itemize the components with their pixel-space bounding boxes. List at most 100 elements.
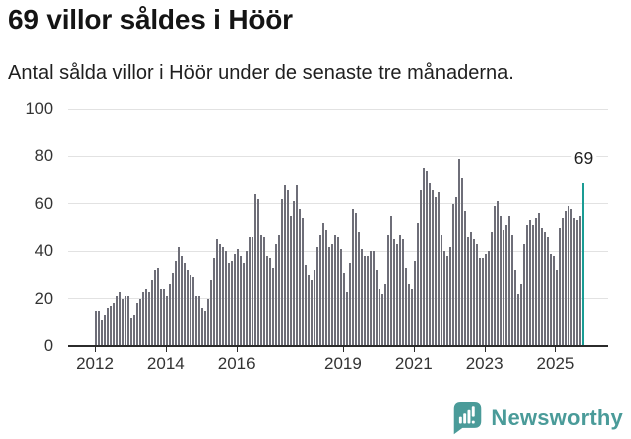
bar	[381, 293, 384, 346]
bar	[517, 293, 520, 346]
bar	[375, 270, 378, 346]
bar	[431, 189, 434, 346]
bar	[298, 208, 301, 346]
bar	[455, 196, 458, 346]
bar	[292, 201, 295, 346]
bar	[269, 258, 272, 346]
bar	[437, 191, 440, 346]
bar	[221, 246, 224, 346]
bar	[467, 237, 470, 346]
bar	[236, 248, 239, 346]
bar	[106, 308, 109, 346]
bar	[245, 251, 248, 346]
x-axis-tick-label: 2012	[76, 354, 114, 373]
bar	[192, 277, 195, 346]
highlighted-bar	[582, 182, 585, 346]
bar	[363, 255, 366, 346]
bar	[399, 234, 402, 346]
bar	[555, 270, 558, 346]
y-axis-tick-label: 0	[43, 337, 53, 355]
bar	[263, 237, 266, 346]
bar	[461, 177, 464, 346]
bar	[121, 298, 124, 346]
bar	[558, 227, 561, 346]
y-axis-tick-label: 100	[25, 100, 53, 118]
gridline	[68, 108, 608, 110]
brand-name: Newsworthy	[491, 404, 623, 430]
bar	[526, 225, 529, 346]
bar	[148, 291, 151, 346]
bar	[213, 258, 216, 346]
x-axis-tick	[236, 346, 238, 352]
bar	[446, 255, 449, 346]
y-axis-tick-label: 20	[34, 289, 53, 308]
bar	[301, 218, 304, 346]
bar	[168, 284, 171, 346]
bar	[275, 244, 278, 346]
bar	[419, 189, 422, 346]
bar	[171, 272, 174, 346]
bar	[239, 255, 242, 346]
bar	[464, 210, 467, 346]
bar	[478, 258, 481, 346]
bar	[319, 234, 322, 346]
bar	[351, 208, 354, 346]
bar	[416, 222, 419, 346]
x-axis-tick-label: 2021	[394, 354, 433, 373]
bar	[325, 229, 328, 346]
bar	[425, 170, 428, 346]
bar	[540, 227, 543, 346]
bar	[372, 251, 375, 346]
bar	[535, 218, 537, 346]
bar	[408, 284, 410, 346]
bar	[295, 184, 298, 346]
bar	[157, 267, 159, 346]
bar	[532, 225, 535, 346]
bar	[505, 225, 508, 346]
bar	[490, 232, 493, 346]
bar	[289, 215, 292, 346]
bar-series	[95, 109, 585, 346]
bar	[452, 203, 455, 346]
bar	[183, 263, 186, 346]
page-title: 69 villor såldes i Höör	[8, 4, 293, 35]
bar	[343, 272, 346, 346]
bar	[189, 274, 192, 346]
bar	[579, 215, 582, 346]
bar	[387, 234, 390, 346]
y-axis-tick-label: 80	[34, 147, 53, 166]
x-axis-tick-label: 2014	[146, 354, 185, 373]
bar	[508, 215, 511, 346]
bar	[180, 255, 183, 346]
bar	[154, 270, 157, 346]
bar	[272, 267, 275, 346]
bar	[434, 196, 437, 346]
bar	[334, 234, 337, 346]
bar	[118, 291, 121, 346]
bar	[204, 310, 207, 346]
bar	[567, 206, 570, 346]
bar	[410, 289, 413, 346]
bar	[112, 303, 115, 346]
plot-area: 2012 2014 2016 2019 2021 2023 2025 69	[68, 108, 608, 373]
bar	[337, 237, 340, 346]
bar	[95, 310, 97, 346]
brand-logo-link[interactable]: Newsworthy	[452, 400, 623, 435]
bar	[348, 263, 351, 346]
bar	[523, 244, 526, 346]
bar	[473, 239, 475, 346]
bar	[537, 213, 540, 346]
bar	[576, 220, 579, 346]
bar	[159, 289, 162, 346]
bar	[561, 218, 564, 346]
bar	[564, 210, 567, 346]
bar	[405, 267, 408, 346]
bar	[346, 291, 348, 346]
bar	[396, 244, 399, 346]
chart-subtitle: Antal sålda villor i Höör under de senas…	[8, 62, 514, 84]
bar	[529, 220, 532, 346]
bar	[257, 199, 260, 346]
bar	[195, 296, 198, 346]
x-axis-tick-label: 2023	[465, 354, 504, 373]
